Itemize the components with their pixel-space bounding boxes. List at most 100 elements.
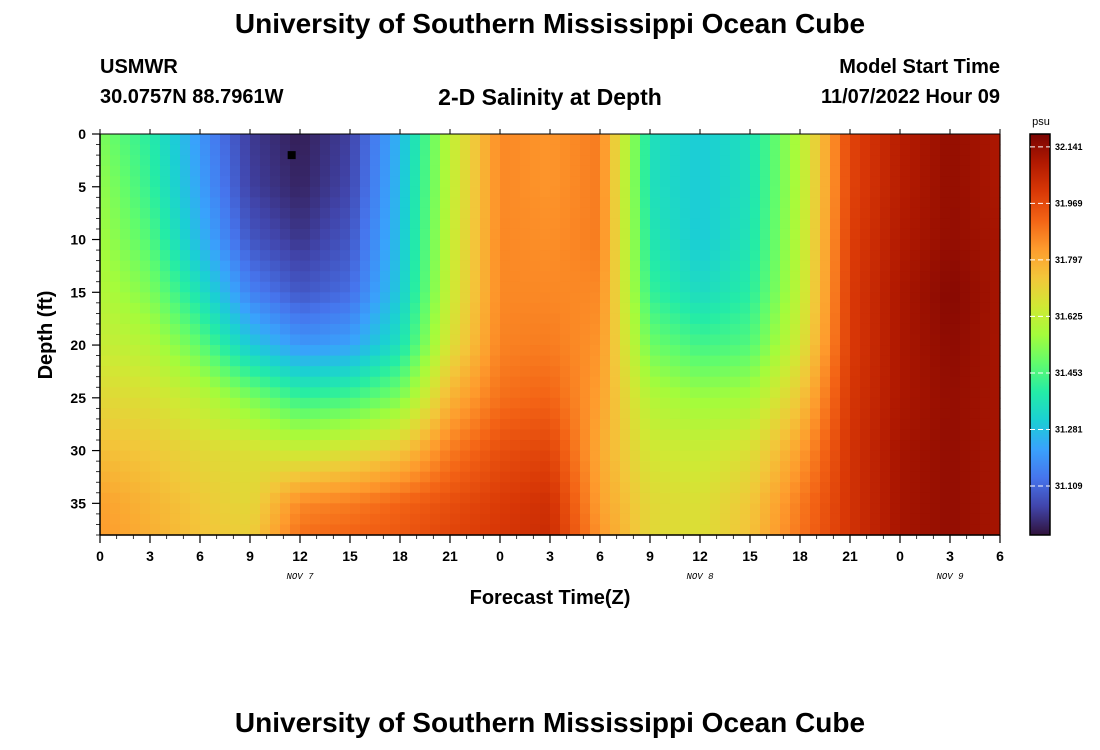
heatmap-cell [460, 271, 471, 283]
heatmap-cell [550, 218, 561, 230]
heatmap-cell [220, 260, 231, 272]
heatmap-cell [560, 334, 571, 346]
heatmap-cell [970, 250, 981, 262]
heatmap-cell [730, 429, 741, 441]
heatmap-cell [100, 228, 111, 241]
heatmap-cell [270, 334, 281, 346]
heatmap-cell [920, 418, 931, 431]
heatmap-cell [290, 197, 301, 209]
heatmap-cell [430, 397, 441, 409]
heatmap-cell [150, 323, 161, 336]
heatmap-cell [400, 492, 411, 504]
heatmap-cell [310, 471, 321, 483]
heatmap-cell [640, 471, 651, 483]
heatmap-cell [730, 313, 741, 325]
heatmap-cell [880, 418, 891, 431]
heatmap-cell [460, 186, 471, 198]
heatmap-cell [440, 271, 451, 283]
heatmap-cell [500, 250, 511, 262]
heatmap-cell [220, 144, 231, 156]
heatmap-cell [820, 281, 831, 293]
heatmap-cell [210, 503, 221, 515]
heatmap-cell [410, 281, 421, 293]
heatmap-cell [920, 471, 931, 483]
heatmap-cell [900, 503, 911, 515]
heatmap-cell [220, 461, 231, 473]
heatmap-cell [900, 387, 911, 399]
heatmap-cell [970, 450, 981, 462]
heatmap-cell [290, 260, 301, 272]
heatmap-cell [690, 271, 701, 283]
heatmap-cell [260, 292, 271, 304]
heatmap-cell [930, 524, 941, 536]
heatmap-cell [190, 260, 201, 272]
heatmap-cell [580, 302, 591, 314]
heatmap-cell [680, 503, 691, 515]
heatmap-cell [190, 503, 201, 515]
heatmap-cell [830, 155, 841, 167]
heatmap-cell [640, 144, 651, 156]
heatmap-cell [100, 165, 111, 177]
heatmap-cell [710, 313, 721, 325]
heatmap-cell [470, 155, 481, 167]
heatmap-cell [870, 197, 881, 209]
heatmap-cell [160, 302, 171, 314]
heatmap-cell [690, 334, 701, 346]
heatmap-cell [400, 418, 411, 431]
heatmap-cell [660, 345, 671, 357]
heatmap-cell [710, 334, 721, 346]
heatmap-cell [100, 471, 111, 483]
heatmap-cell [390, 134, 401, 146]
heatmap-cell [980, 134, 991, 146]
heatmap-cell [760, 313, 771, 325]
heatmap-cell [990, 513, 1001, 526]
heatmap-cell [920, 176, 931, 188]
heatmap-cell [840, 302, 851, 314]
heatmap-cell [930, 492, 941, 504]
heatmap-cell [400, 355, 411, 367]
heatmap-cell [580, 513, 591, 526]
heatmap-cell [950, 334, 961, 346]
heatmap-cell [850, 524, 861, 536]
heatmap-cell [810, 408, 821, 420]
heatmap-cell [320, 397, 331, 409]
heatmap-cell [200, 376, 211, 388]
heatmap-cell [760, 218, 771, 230]
heatmap-cell [170, 281, 181, 293]
heatmap-cell [170, 408, 181, 420]
heatmap-cell [320, 450, 331, 462]
heatmap-cell [940, 397, 951, 409]
heatmap-cell [830, 513, 841, 526]
heatmap-cell [640, 134, 651, 146]
heatmap-cell [360, 503, 371, 515]
heatmap-cell [930, 366, 941, 378]
heatmap-cell [550, 440, 561, 452]
heatmap-cell [160, 218, 171, 230]
heatmap-cell [560, 197, 571, 209]
heatmap-cell [230, 397, 241, 409]
heatmap-cell [590, 513, 601, 526]
heatmap-cell [960, 345, 971, 357]
heatmap-cell [970, 207, 981, 220]
heatmap-cell [850, 165, 861, 177]
heatmap-cell [670, 323, 681, 336]
heatmap-cell [520, 197, 531, 209]
heatmap-cell [860, 482, 871, 494]
heatmap-cell [780, 197, 791, 209]
heatmap-cell [450, 134, 461, 146]
heatmap-cell [690, 260, 701, 272]
heatmap-cell [680, 429, 691, 441]
heatmap-cell [320, 207, 331, 220]
heatmap-cell [480, 228, 491, 241]
heatmap-cell [810, 186, 821, 198]
heatmap-cell [250, 345, 261, 357]
heatmap-cell [980, 408, 991, 420]
heatmap-cell [820, 186, 831, 198]
heatmap-cell [960, 292, 971, 304]
heatmap-cell [480, 302, 491, 314]
heatmap-cell [400, 260, 411, 272]
heatmap-cell [290, 429, 301, 441]
heatmap-cell [960, 482, 971, 494]
heatmap-cell [630, 513, 641, 526]
heatmap-cell [660, 292, 671, 304]
